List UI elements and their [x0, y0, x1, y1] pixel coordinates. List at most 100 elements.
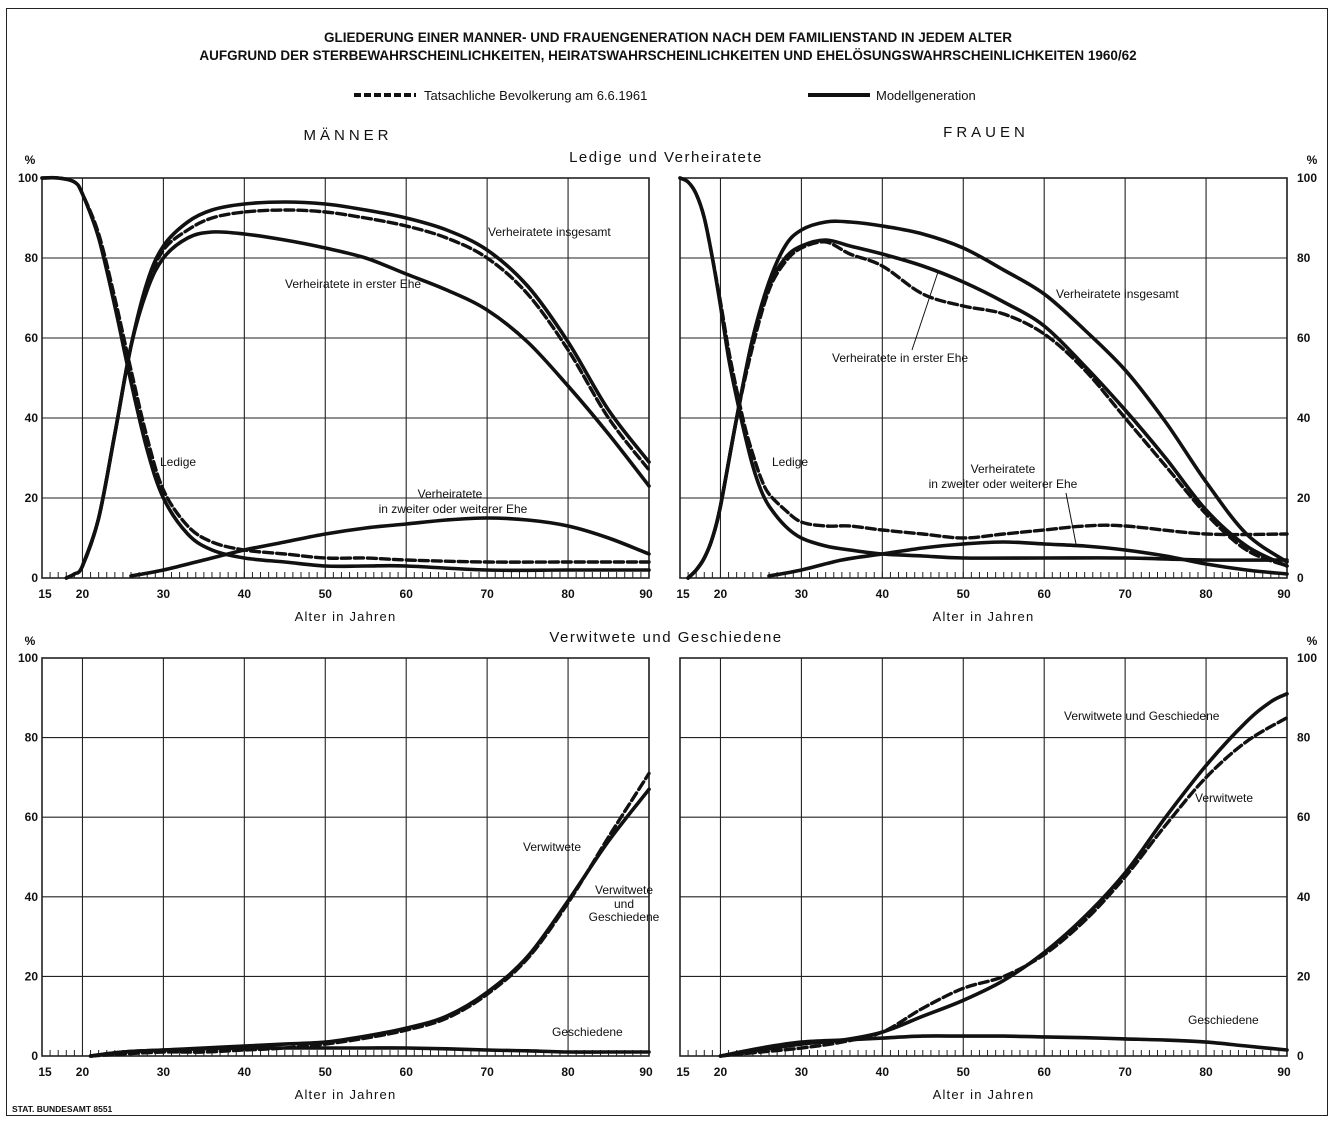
- x-tick-label: 70: [1118, 1065, 1132, 1079]
- column-men-label: MÄNNER: [303, 127, 392, 144]
- series-line-solid: [80, 230, 651, 568]
- series-line-solid: [88, 787, 651, 1058]
- y-tick-label: 80: [25, 731, 39, 745]
- x-tick-label: 90: [1277, 587, 1291, 601]
- section-title-top: Ledige und Verheiratete: [569, 149, 763, 166]
- source-footer: STAT. BUNDESAMT 8551: [12, 1104, 113, 1114]
- annotation-women-vh-insgesamt: Verheiratete insgesamt: [1056, 287, 1179, 301]
- annotation-women-vh-erste: Verheiratete in erster Ehe: [832, 351, 968, 365]
- panel-men-top: 15 20 30 40 50 60 70 80 90 0 20 40 60 80 100 Alter in J…: [18, 171, 653, 624]
- x-tick-label: 50: [319, 587, 333, 601]
- x-tick-label: 20: [76, 587, 90, 601]
- x-tick-label: 30: [157, 587, 171, 601]
- y-tick-label: 0: [31, 571, 38, 585]
- y-tick-label: 40: [1297, 890, 1311, 904]
- legend: Tatsachliche Bevolkerung am 6.6.1961 Mod…: [354, 88, 976, 103]
- percent-symbol-bl: %: [25, 634, 36, 648]
- annotation-women-vh-erste-leader: [911, 271, 939, 351]
- x-tick-label: 80: [561, 1065, 575, 1079]
- annotation-women-verwitwete: Verwitwete: [1195, 791, 1253, 805]
- x-tick-label: 40: [238, 587, 252, 601]
- y-tick-label: 80: [25, 251, 39, 265]
- x-tick-label: 20: [76, 1065, 90, 1079]
- x-axis-label: Alter in Jahren: [295, 609, 397, 624]
- annotation-women-vh-zweite-leader: [1065, 492, 1077, 545]
- y-tick-label: 0: [1297, 1049, 1304, 1063]
- y-tick-label: 20: [1297, 491, 1311, 505]
- y-tick-label: 60: [25, 331, 39, 345]
- annotation-men-vh-insgesamt: Verheiratete insgesamt: [488, 225, 611, 239]
- series-line-solid: [88, 1046, 651, 1058]
- x-tick-label: 20: [714, 1065, 728, 1079]
- x-tick-label: 80: [1199, 587, 1213, 601]
- x-tick-label: 90: [639, 1065, 653, 1079]
- x-tick-label: 70: [480, 587, 494, 601]
- annotation-women-ledige: Ledige: [772, 455, 808, 469]
- annotation-men-verwitwete: Verwitwete: [523, 840, 581, 854]
- series-line-dashed: [678, 176, 1289, 540]
- panel-women-top: 15 20 30 40 50 60 70 80 90 0 20 40 60 80 100 Alter in J…: [676, 171, 1317, 624]
- section-title-bottom: Verwitwete und Geschiedene: [549, 629, 782, 646]
- x-tick-label: 90: [1277, 1065, 1291, 1079]
- column-women-label: FRAUEN: [943, 124, 1029, 141]
- x-tick-label: 30: [795, 587, 809, 601]
- y-tick-label: 100: [1297, 651, 1317, 665]
- plot-area: [41, 657, 650, 1057]
- y-tick-label: 100: [18, 651, 38, 665]
- x-tick-label: 70: [1118, 587, 1132, 601]
- x-tick-label: 60: [400, 1065, 414, 1079]
- annotation-men-vh-zweite-1: Verheiratete: [418, 487, 483, 501]
- x-tick-label: 60: [1038, 587, 1052, 601]
- annotation-men-vg-1: Verwitwete: [595, 883, 653, 897]
- x-tick-label: 40: [876, 587, 890, 601]
- x-tick-label: 15: [676, 1065, 690, 1079]
- x-tick-label: 20: [714, 587, 728, 601]
- annotation-women-vh-zweite-2: in zweiter oder weiterer Ehe: [929, 477, 1078, 491]
- y-tick-label: 40: [25, 890, 39, 904]
- x-tick-label: 70: [480, 1065, 494, 1079]
- panel-men-bottom: 15 20 30 40 50 60 70 80 90 0 20 40 60 80 100 Alter in J…: [18, 651, 653, 1102]
- annotation-women-vh-zweite-1: Verheiratete: [971, 462, 1036, 476]
- x-tick-label: 30: [795, 1065, 809, 1079]
- y-tick-label: 60: [25, 810, 39, 824]
- legend-solid-label: Modellgeneration: [876, 88, 976, 103]
- legend-dashed-label: Tatsachliche Bevolkerung am 6.6.1961: [424, 88, 647, 103]
- y-tick-label: 40: [1297, 411, 1311, 425]
- x-tick-label: 60: [1038, 1065, 1052, 1079]
- x-axis-label: Alter in Jahren: [295, 1087, 397, 1102]
- x-tick-label: 15: [676, 587, 690, 601]
- annotation-men-vg-3: Geschiedene: [589, 910, 660, 924]
- series-line-dashed: [40, 175, 651, 564]
- x-tick-label: 30: [157, 1065, 171, 1079]
- figure-title-line2: AUFGRUND DER STERBEWAHRSCHEINLICHKEITEN,…: [199, 48, 1136, 63]
- series-line-dashed: [64, 208, 651, 580]
- plot-area: [679, 177, 1288, 579]
- series-line-solid: [686, 238, 1289, 580]
- annotation-men-vg-2: und: [614, 897, 634, 911]
- x-tick-label: 50: [957, 587, 971, 601]
- x-tick-label: 15: [38, 587, 52, 601]
- x-axis-label: Alter in Jahren: [933, 1087, 1035, 1102]
- x-tick-label: 40: [876, 1065, 890, 1079]
- x-tick-label: 60: [400, 587, 414, 601]
- annotation-women-geschiedene: Geschiedene: [1188, 1013, 1259, 1027]
- y-tick-label: 20: [1297, 969, 1311, 983]
- y-tick-label: 0: [1297, 571, 1304, 585]
- y-tick-label: 100: [1297, 171, 1317, 185]
- y-tick-label: 80: [1297, 251, 1311, 265]
- annotation-women-vg: Verwitwete und Geschiedene: [1064, 709, 1220, 723]
- x-tick-label: 50: [957, 1065, 971, 1079]
- annotation-men-vh-erste: Verheiratete in erster Ehe: [285, 277, 421, 291]
- percent-symbol-tr: %: [1307, 153, 1318, 167]
- annotation-men-ledige: Ledige: [160, 455, 196, 469]
- x-tick-label: 80: [1199, 1065, 1213, 1079]
- x-tick-label: 90: [639, 587, 653, 601]
- figure-title-line1: GLIEDERUNG EINER MANNER- UND FRAUENGENER…: [324, 30, 1012, 45]
- percent-symbol-br: %: [1307, 634, 1318, 648]
- series-line-dashed: [718, 716, 1289, 1058]
- panel-women-bottom: 15 20 30 40 50 60 70 80 90 0 20 40 60 80 100 Alter in J…: [676, 651, 1317, 1102]
- y-tick-label: 40: [25, 411, 39, 425]
- y-tick-label: 80: [1297, 731, 1311, 745]
- x-tick-label: 15: [38, 1065, 52, 1079]
